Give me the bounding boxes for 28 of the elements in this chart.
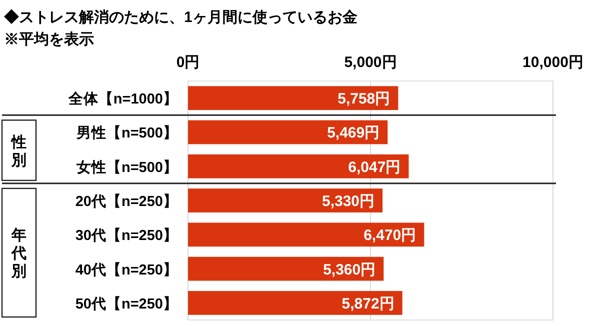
- bar: [188, 120, 388, 144]
- y-tick-label: 30代【n=250】: [75, 227, 178, 244]
- y-tick-label: 男性【n=500】: [75, 124, 178, 142]
- bar: [188, 188, 383, 212]
- y-tick-label: 40代【n=250】: [75, 261, 178, 278]
- text: 年代別: [10, 227, 26, 280]
- bar: [188, 290, 402, 315]
- data-label: 5,758円: [338, 90, 390, 108]
- text: ※平均を表示: [4, 31, 94, 48]
- bar: [188, 86, 398, 110]
- y-tick-label: 50代【n=250】: [75, 295, 178, 312]
- x-tick-label: 5,000円: [344, 54, 397, 71]
- bar: [188, 154, 409, 178]
- data-label: 5,469円: [327, 124, 380, 142]
- x-tick-label: 10,000円: [522, 54, 584, 71]
- y-tick-label: 20代【n=250】: [75, 193, 178, 210]
- chart-title: ◆ストレス解消のために、1ヶ月間に使っているお金: [4, 9, 358, 26]
- y-tick-label: 全体【n=1000】: [67, 90, 178, 108]
- data-label: 6,047円: [348, 158, 401, 176]
- data-label: 5,360円: [323, 261, 376, 278]
- data-label: 5,330円: [322, 193, 375, 210]
- bar: [188, 222, 424, 247]
- data-label: 5,872円: [342, 295, 394, 312]
- y-tick-label: 女性【n=500】: [75, 158, 178, 176]
- x-tick-label: 0円: [176, 54, 200, 71]
- bar: [188, 256, 384, 281]
- text: 性別: [10, 134, 26, 169]
- data-label: 6,470円: [364, 227, 416, 244]
